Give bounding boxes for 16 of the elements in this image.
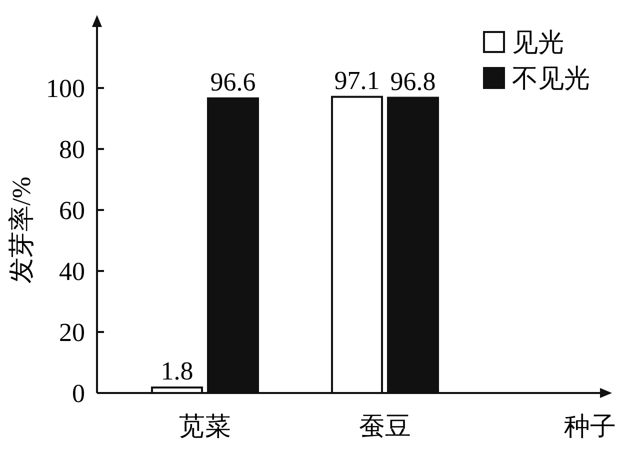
x-axis-title: 种子 bbox=[564, 412, 616, 441]
x-tick-label: 苋菜 bbox=[179, 412, 231, 441]
y-tick-label: 60 bbox=[59, 196, 85, 225]
y-axis-title: 发芽率/% bbox=[7, 176, 36, 284]
data-label: 1.8 bbox=[160, 356, 194, 386]
data-label: 96.8 bbox=[390, 66, 436, 96]
x-tick-label: 蚕豆 bbox=[359, 412, 411, 441]
data-label: 96.6 bbox=[210, 67, 256, 96]
legend-label: 见光 bbox=[512, 28, 564, 57]
y-tick-label: 20 bbox=[59, 318, 85, 347]
y-tick-label: 100 bbox=[46, 74, 85, 103]
legend-label: 不见光 bbox=[512, 64, 590, 93]
y-tick-label: 40 bbox=[59, 257, 85, 286]
y-tick-label: 0 bbox=[72, 379, 85, 408]
y-tick-label: 80 bbox=[59, 135, 85, 164]
data-label: 97.1 bbox=[334, 66, 380, 95]
